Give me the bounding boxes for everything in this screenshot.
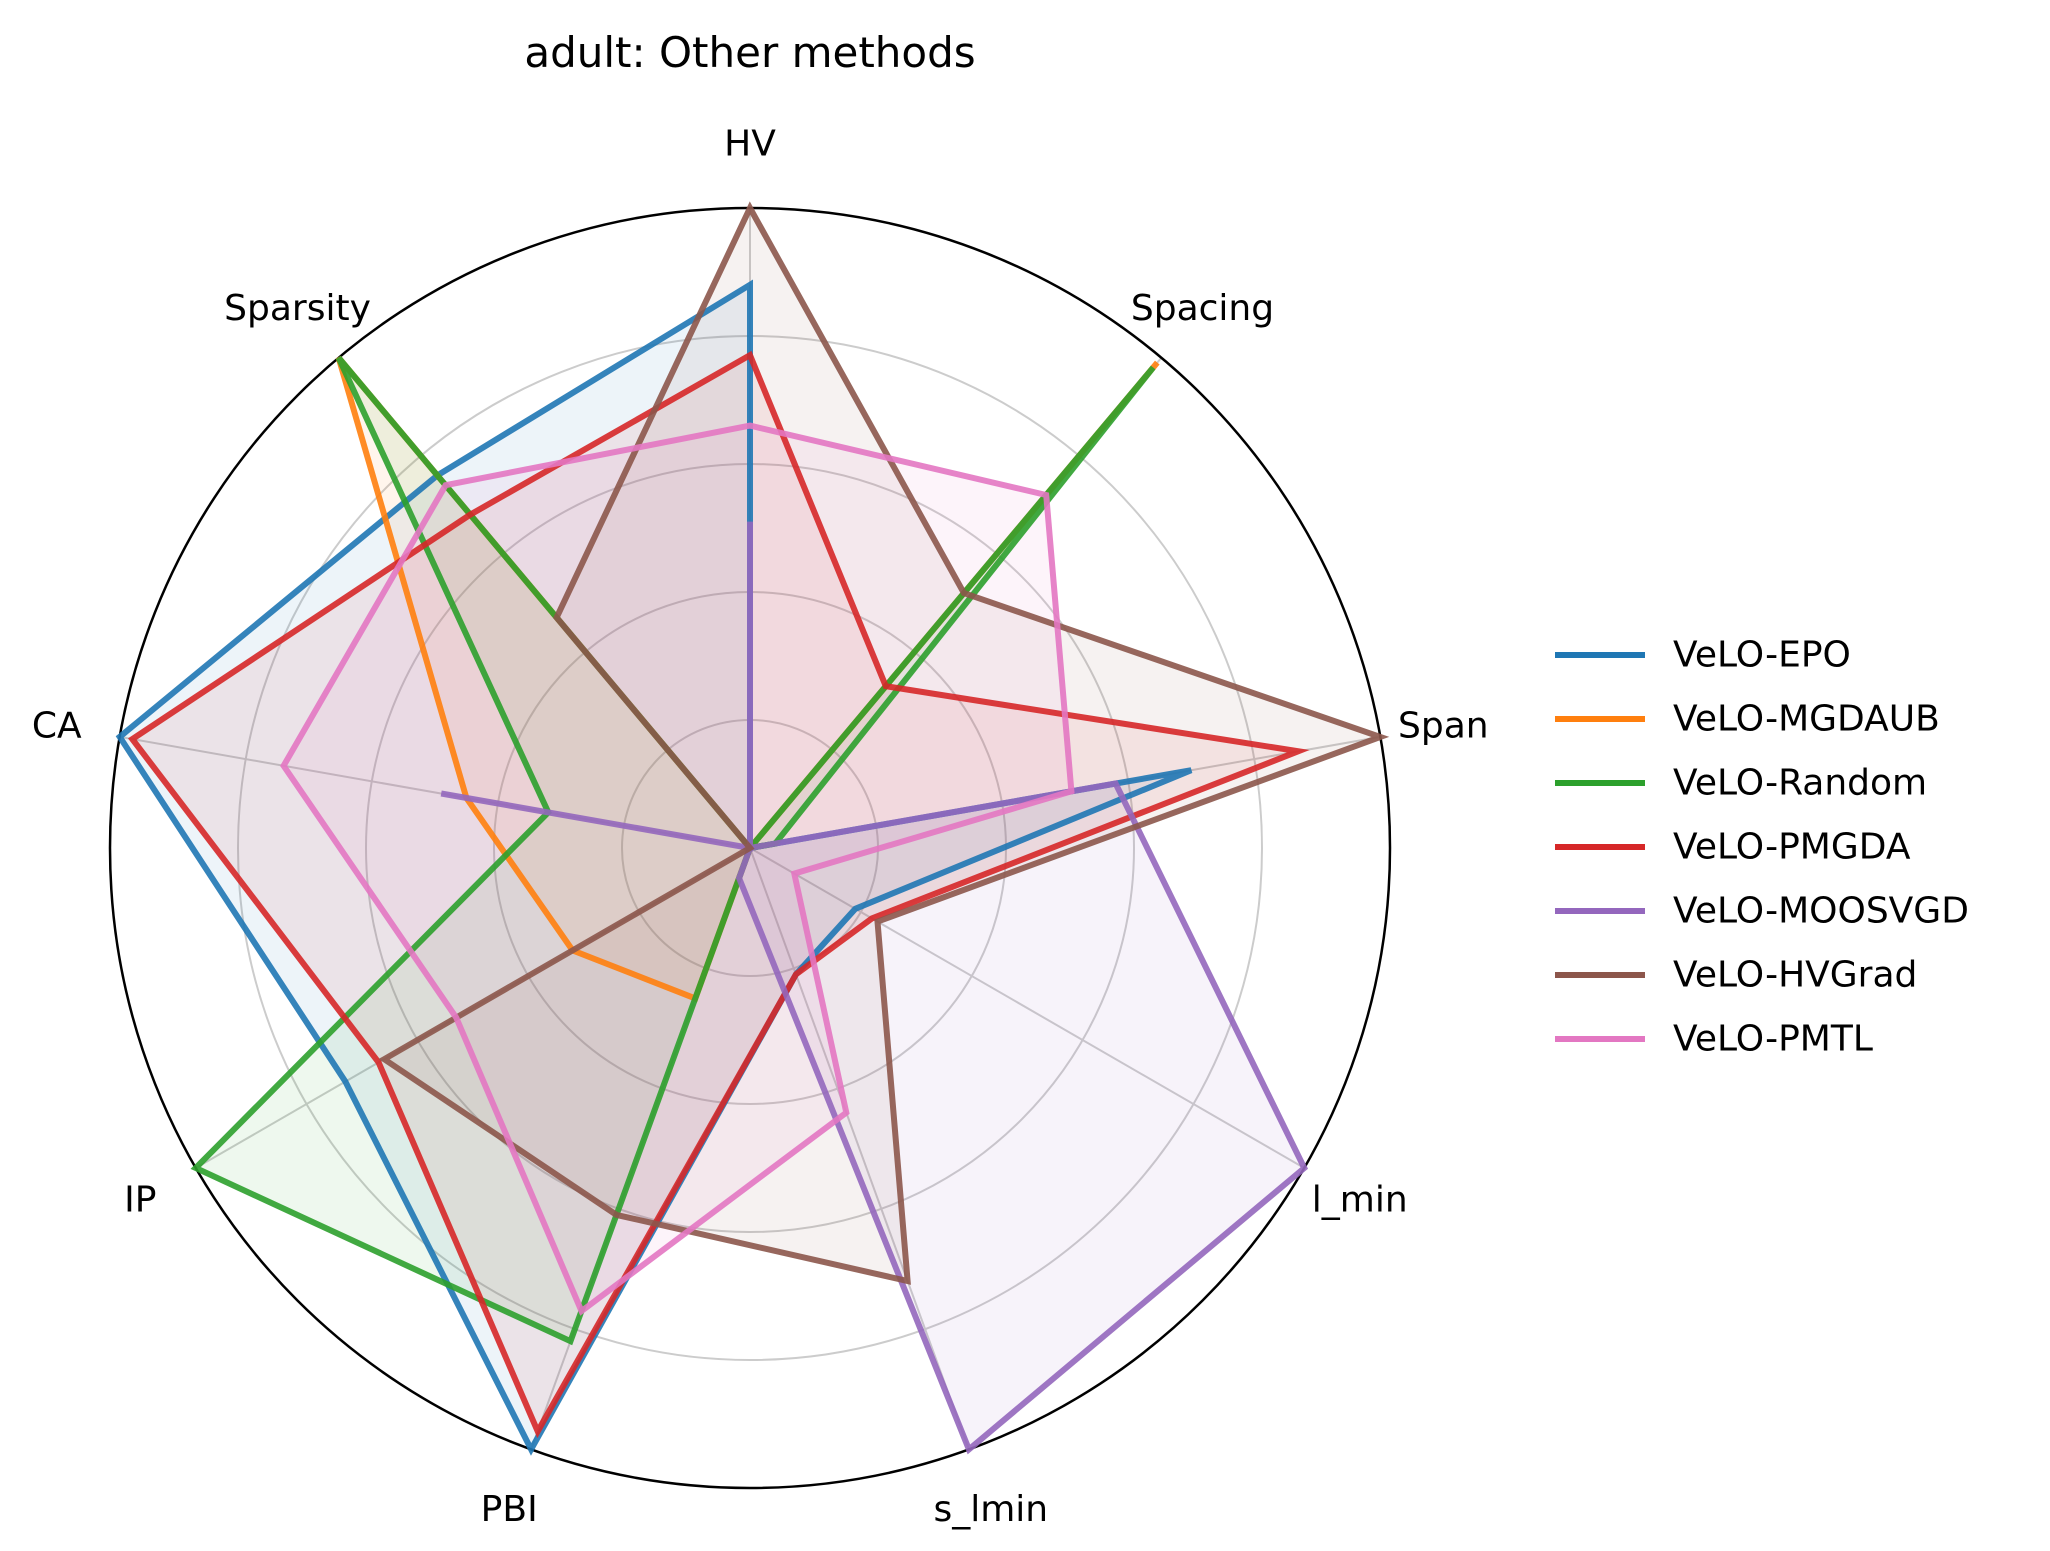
series-fill-velo-hvgrad	[384, 208, 1381, 1281]
series-fill-velo-pmtl	[283, 425, 1072, 1312]
series-line-velo-hvgrad	[378, 201, 1390, 1285]
legend: VeLO-EPO VeLO-MGDAUB VeLO-Random VeLO-PMGDA…	[1555, 635, 1969, 1060]
series-lines	[115, 201, 1390, 1456]
axis-labels: HV Spacing Span l_min s_lmin PBI IP CA Sparsity	[32, 124, 1489, 1531]
legend-label-velo-hvgrad: VeLO-HVGrad	[1673, 955, 1917, 996]
legend-label-velo-pmgda: VeLO-PMGDA	[1673, 827, 1911, 868]
axis-label-l-min: l_min	[1312, 1180, 1408, 1221]
series-fill-velo-moosvgd	[441, 521, 1305, 1450]
series-line-velo-random	[190, 355, 1156, 1346]
legend-label-velo-pmtl: VeLO-PMTL	[1673, 1019, 1873, 1060]
legend-label-velo-random: VeLO-Random	[1673, 763, 1927, 804]
series-fill-velo-mgdaub	[338, 357, 1158, 999]
chart-title: adult: Other methods	[524, 28, 975, 77]
axis-label-s-lmin: s_lmin	[933, 1489, 1048, 1530]
axis-label-ip: IP	[124, 1180, 156, 1221]
legend-label-velo-moosvgd: VeLO-MOOSVGD	[1673, 891, 1969, 932]
series-fill-velo-epo	[119, 284, 1192, 1450]
grid-spoke-l-min	[749, 847, 1305, 1169]
series-line-velo-moosvgd	[440, 521, 1309, 1455]
axis-label-spacing: Spacing	[1131, 288, 1274, 329]
series-line-velo-pmgda	[127, 350, 1310, 1439]
axis-label-span: Span	[1398, 705, 1489, 746]
axis-label-hv: HV	[724, 124, 776, 165]
axis-label-sparsity: Sparsity	[224, 288, 371, 329]
legend-label-velo-epo: VeLO-EPO	[1673, 635, 1851, 676]
grid-spoke-s-lmin	[749, 847, 970, 1450]
axis-label-ca: CA	[32, 705, 82, 746]
axis-label-pbi: PBI	[481, 1489, 538, 1530]
legend-label-velo-mgdaub: VeLO-MGDAUB	[1673, 699, 1940, 740]
series-line-velo-pmtl	[280, 422, 1075, 1316]
